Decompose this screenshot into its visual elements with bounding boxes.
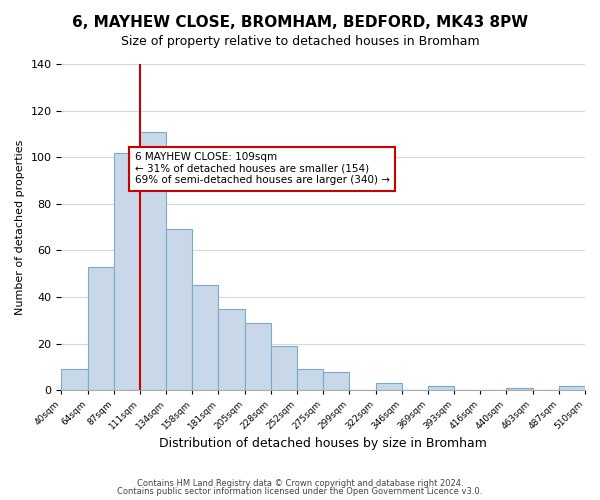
Text: Size of property relative to detached houses in Bromham: Size of property relative to detached ho… xyxy=(121,35,479,48)
Bar xyxy=(61,370,88,390)
Text: 6 MAYHEW CLOSE: 109sqm
← 31% of detached houses are smaller (154)
69% of semi-de: 6 MAYHEW CLOSE: 109sqm ← 31% of detached… xyxy=(135,152,390,186)
Bar xyxy=(271,346,297,391)
Bar xyxy=(218,308,245,390)
Text: Contains public sector information licensed under the Open Government Licence v3: Contains public sector information licen… xyxy=(118,487,482,496)
Bar xyxy=(193,286,218,391)
X-axis label: Distribution of detached houses by size in Bromham: Distribution of detached houses by size … xyxy=(159,437,487,450)
Bar xyxy=(140,132,166,390)
Text: Contains HM Land Registry data © Crown copyright and database right 2024.: Contains HM Land Registry data © Crown c… xyxy=(137,478,463,488)
Bar xyxy=(376,384,402,390)
Bar xyxy=(506,388,533,390)
Bar xyxy=(166,230,193,390)
Bar xyxy=(245,322,271,390)
Bar xyxy=(559,386,585,390)
Bar xyxy=(428,386,454,390)
Text: 6, MAYHEW CLOSE, BROMHAM, BEDFORD, MK43 8PW: 6, MAYHEW CLOSE, BROMHAM, BEDFORD, MK43 … xyxy=(72,15,528,30)
Bar xyxy=(114,152,140,390)
Bar xyxy=(297,370,323,390)
Bar xyxy=(88,267,114,390)
Y-axis label: Number of detached properties: Number of detached properties xyxy=(15,140,25,315)
Bar xyxy=(323,372,349,390)
